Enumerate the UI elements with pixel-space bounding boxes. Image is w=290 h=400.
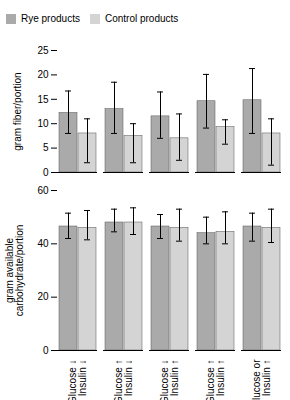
html-text:Rye products: Rye products [21, 13, 80, 24]
html-text:Control products: Control products [104, 13, 179, 24]
svg-text:25: 25 [37, 45, 49, 56]
svg-text:gram availablecarbohydrate/por: gram availablecarbohydrate/portion [4, 225, 25, 317]
svg-text:0: 0 [43, 345, 49, 356]
svg-text:20: 20 [37, 69, 49, 80]
svg-text:40: 40 [37, 238, 49, 249]
svg-text:Glucose ↓Insulin ↑: Glucose ↓Insulin ↑ [159, 360, 180, 400]
svg-text:gram fiber/portion: gram fiber/portion [12, 72, 23, 150]
svg-text:20: 20 [37, 291, 49, 302]
svg-text:Glucose ↓Insulin ↓: Glucose ↓Insulin ↓ [67, 360, 88, 400]
svg-text:15: 15 [37, 94, 49, 105]
svg-text:Glucose ↑Insulin ↑: Glucose ↑Insulin ↑ [205, 360, 226, 400]
svg-text:0: 0 [43, 167, 49, 178]
svg-text:Glucose ↑Insulin ↓: Glucose ↑Insulin ↓ [113, 360, 134, 400]
svg-text:10: 10 [37, 118, 49, 129]
svg-text:Glucose orInsulin ↑: Glucose orInsulin ↑ [251, 359, 272, 400]
svg-text:60: 60 [37, 185, 49, 196]
svg-text:5: 5 [43, 142, 49, 153]
